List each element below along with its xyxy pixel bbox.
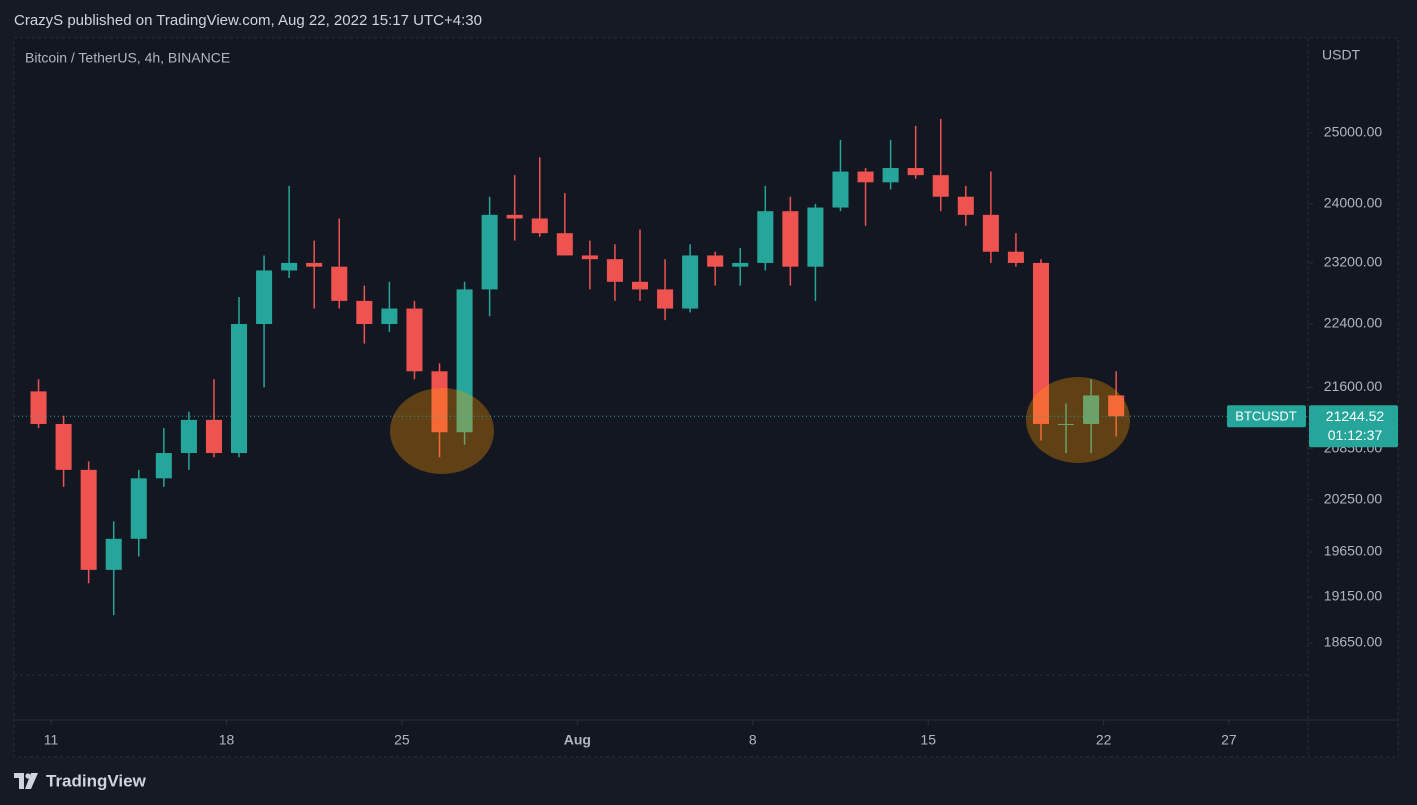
candle-body [281, 262, 298, 271]
candle-body [1032, 262, 1049, 424]
candle-body [331, 266, 348, 301]
y-tick-label: 24000.00 [1324, 195, 1383, 211]
candle-body [506, 214, 523, 219]
candle-body [80, 469, 97, 570]
x-tick-label: 15 [920, 732, 936, 748]
price-axis-unit: USDT [1322, 47, 1361, 63]
candle-body [932, 175, 949, 197]
y-tick-label: 23200.00 [1324, 254, 1383, 270]
price-label-bg [1309, 405, 1398, 448]
candle-body [155, 453, 172, 479]
candle-body [431, 371, 448, 433]
overlay-layer: BTCUSDT 21244.52 01:12:37 [14, 405, 1398, 448]
candle-body [356, 300, 373, 325]
y-tick-label: 21600.00 [1324, 378, 1383, 394]
candle-body [782, 211, 799, 267]
candle-body [30, 391, 47, 424]
y-tick-label: 25000.00 [1324, 124, 1383, 140]
x-tick-label: 27 [1221, 732, 1237, 748]
candle-body [857, 171, 874, 183]
brand-logo [14, 773, 38, 789]
candle-body [381, 308, 398, 325]
candle-body [832, 171, 849, 208]
candle-body [807, 207, 824, 267]
candle-body [606, 259, 623, 282]
candle-body [907, 168, 924, 176]
candle-body [231, 324, 248, 454]
symbol-title: Bitcoin / TetherUS, 4h, BINANCE [25, 50, 230, 66]
candle-body [957, 196, 974, 215]
candle-body [707, 255, 724, 267]
price-label: 21244.52 [1326, 408, 1385, 424]
x-tick-label: 11 [44, 732, 59, 748]
candle-body [130, 478, 147, 539]
publisher-line: CrazyS published on TradingView.com, Aug… [14, 12, 482, 29]
y-tick-label: 19650.00 [1324, 543, 1383, 559]
candle-body [1108, 395, 1125, 417]
candle-body [581, 255, 598, 260]
candle-body [1058, 423, 1075, 425]
candle-body [180, 419, 197, 454]
candle-body [757, 211, 774, 263]
candle-body [531, 218, 548, 234]
candle-body [657, 289, 674, 309]
x-tick-label: 18 [219, 732, 235, 748]
candle-body [556, 233, 573, 256]
x-tick-label: 8 [749, 732, 757, 748]
countdown-label: 01:12:37 [1328, 427, 1383, 443]
candle-body [306, 262, 323, 267]
symbol-label: BTCUSDT [1235, 409, 1296, 424]
candle-body [631, 281, 649, 290]
candle-body [882, 168, 899, 183]
candle-body [55, 423, 72, 470]
x-tick-label: Aug [564, 732, 591, 748]
candle-body [205, 419, 222, 454]
symbol-label-bg [1227, 405, 1306, 428]
candle-body [1083, 395, 1100, 424]
y-tick-label: 19150.00 [1324, 588, 1383, 604]
marks-layer: 25000.00 24000.00 23200.00 22400.00 21600.00… [30, 118, 1383, 748]
candle-body [481, 214, 498, 290]
x-tick-label: 25 [394, 732, 410, 748]
candle-body [456, 289, 473, 433]
highlight-ellipse [390, 388, 494, 474]
candle-body [1007, 251, 1024, 263]
chart-frame [13, 37, 1399, 758]
highlight-ellipse [1026, 377, 1130, 463]
candle-body [406, 308, 423, 372]
x-tick-label: 22 [1096, 732, 1112, 748]
candle-body [105, 538, 122, 570]
candle-body [982, 214, 999, 252]
y-tick-label: 18650.00 [1324, 634, 1383, 650]
brand-name: TradingView [46, 771, 147, 790]
y-tick-label: 20250.00 [1324, 490, 1383, 506]
y-tick-label: 22400.00 [1324, 315, 1383, 331]
candle-body [682, 255, 699, 309]
candle-body [732, 262, 749, 267]
candle-body [256, 270, 273, 325]
